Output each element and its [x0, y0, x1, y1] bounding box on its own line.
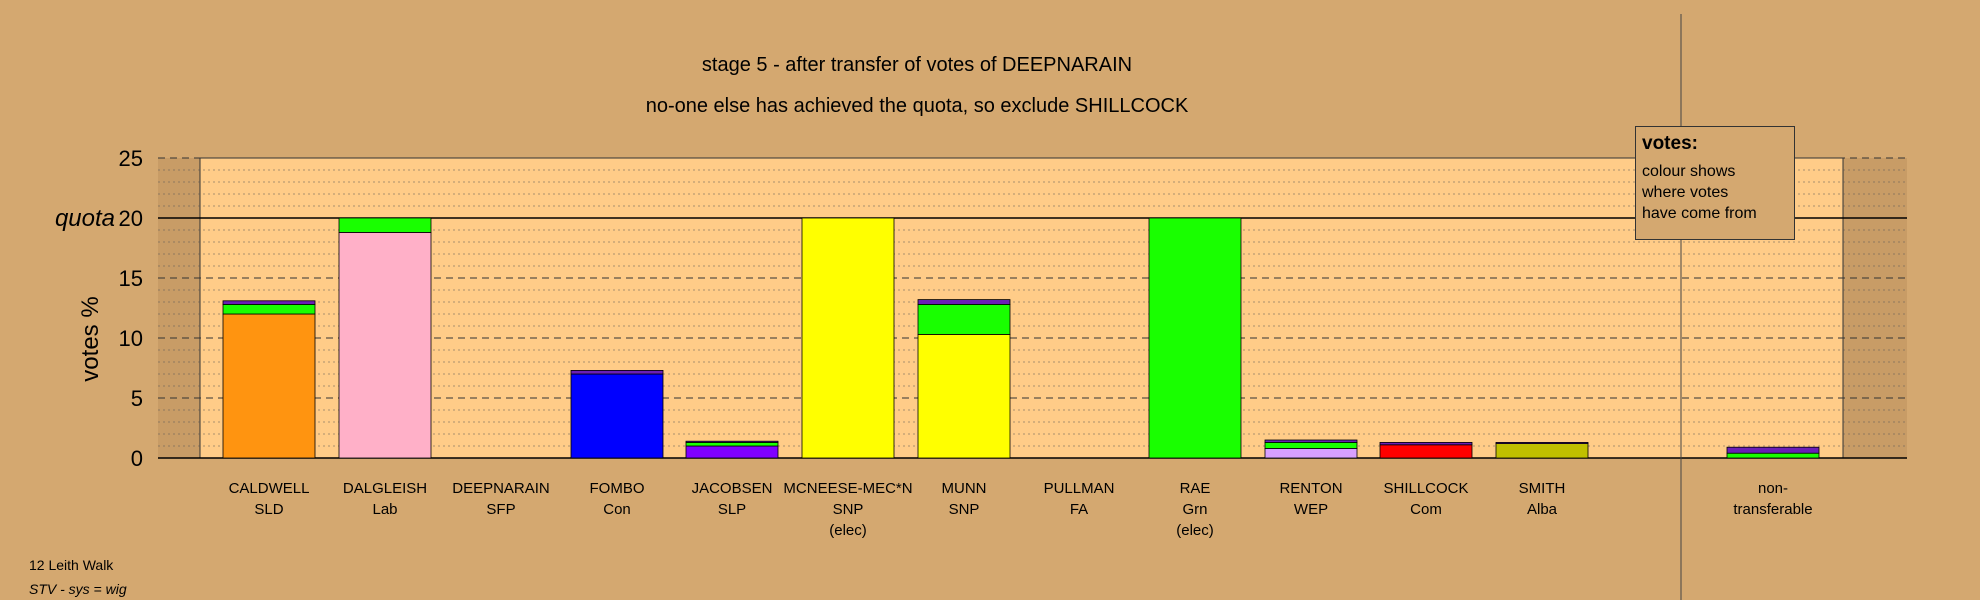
y-axis: 0 5 10 15 20 25 [119, 146, 143, 471]
x-tick-label: Lab [372, 501, 397, 518]
legend-line: where votes [1642, 184, 1729, 201]
bar-segment [338, 231, 432, 459]
bar-segment [917, 333, 1011, 459]
x-tick-label: RAE [1180, 480, 1211, 497]
chart-title-line2: no-one else has achieved the quota, so e… [646, 95, 1189, 117]
legend-line: have come from [1642, 205, 1757, 222]
legend-title: votes: [1642, 133, 1698, 154]
bar-segment [801, 217, 895, 459]
x-tick-label: DALGLEISH [343, 480, 427, 497]
y-tick-label: 0 [131, 446, 143, 471]
bar-segment [222, 300, 316, 305]
x-tick-label: transferable [1733, 501, 1812, 518]
plot-margin-left [158, 158, 200, 458]
bar-segment [1264, 439, 1358, 443]
x-tick-label: Con [603, 501, 631, 518]
x-labels: CALDWELL SLD DALGLEISH Lab DEEPNARAIN SFP FOMB… [229, 480, 1813, 539]
bar-segment [1495, 443, 1589, 459]
nontransferable-bar-segment [1726, 446, 1820, 454]
plot-margin-right [1843, 158, 1907, 458]
x-tick-label: JACOBSEN [692, 480, 773, 497]
gridlines [158, 14, 1907, 600]
bar-segment [1495, 441, 1589, 444]
x-tick-label: SLP [718, 501, 746, 518]
x-tick-label: DEEPNARAIN [452, 480, 550, 497]
y-tick-label: 20 [119, 206, 143, 231]
x-tick-label: MUNN [942, 480, 987, 497]
bar-segment [222, 313, 316, 459]
y-axis-label: votes % [77, 296, 104, 381]
x-tick-label: SLD [254, 501, 283, 518]
bar-segment [1264, 441, 1358, 449]
x-tick-label: SNP [833, 501, 864, 518]
x-tick-label: non- [1758, 480, 1788, 497]
nontransferable-bar-segment [1726, 452, 1820, 459]
x-tick-label: RENTON [1279, 480, 1342, 497]
y-tick-label: 10 [119, 326, 143, 351]
footer-ward: 12 Leith Walk [29, 557, 114, 573]
plot-panel [199, 157, 1844, 459]
legend-line: colour shows [1642, 163, 1736, 180]
x-tick-label: SHILLCOCK [1383, 480, 1468, 497]
x-tick-label: Alba [1527, 501, 1558, 518]
legend: votes: colour shows where votes have com… [1635, 126, 1795, 240]
bar-segment [338, 217, 432, 233]
bar-segment [1148, 217, 1242, 459]
y-tick-label: 15 [119, 266, 143, 291]
bar-segment [222, 303, 316, 315]
x-tick-label: PULLMAN [1044, 480, 1115, 497]
x-tick-label: (elec) [1176, 522, 1214, 539]
bar-segment [685, 441, 779, 447]
bars-group [222, 217, 1820, 459]
x-tick-label: WEP [1294, 501, 1328, 518]
x-tick-label: SMITH [1519, 480, 1566, 497]
x-tick-label: CALDWELL [229, 480, 310, 497]
x-tick-label: Grn [1182, 501, 1207, 518]
x-tick-label: FA [1070, 501, 1088, 518]
footer-system: STV - sys = wig [29, 581, 127, 597]
chart-title-line1: stage 5 - after transfer of votes of DEE… [702, 54, 1132, 76]
x-tick-label: (elec) [829, 522, 867, 539]
plot-area [158, 157, 1907, 459]
bar-segment [1379, 441, 1473, 446]
bar-segment [1264, 447, 1358, 459]
x-tick-label: FOMBO [590, 480, 645, 497]
quota-label: quota [55, 205, 115, 232]
y-tick-label: 25 [119, 146, 143, 171]
x-tick-label: MCNEESE-MEC*N [783, 480, 912, 497]
bar-segment [1379, 444, 1473, 459]
bar-segment [685, 440, 779, 443]
x-tick-label: SNP [949, 501, 980, 518]
bar-segment [917, 303, 1011, 335]
x-tick-label: SFP [486, 501, 515, 518]
bar-segment [570, 373, 664, 459]
bar-segment [917, 299, 1011, 305]
x-tick-label: Com [1410, 501, 1442, 518]
bar-segment [685, 445, 779, 459]
bar-segment [570, 369, 664, 375]
y-tick-label: 5 [131, 386, 143, 411]
